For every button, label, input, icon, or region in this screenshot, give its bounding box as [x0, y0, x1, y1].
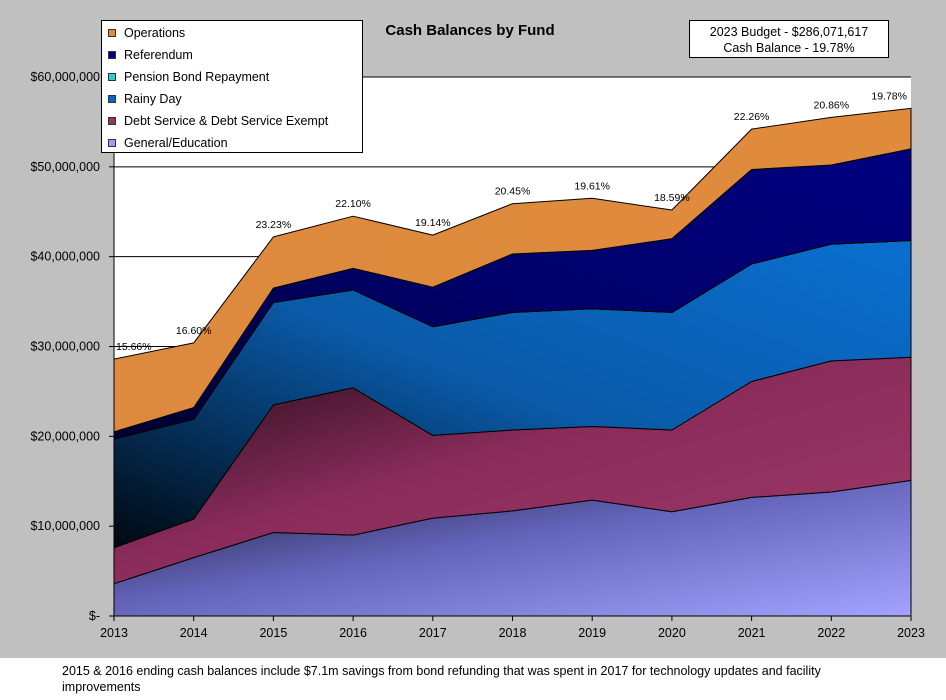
data-label: 19.78%	[871, 90, 907, 102]
legend-swatch	[108, 95, 116, 103]
y-tick-label: $20,000,000	[30, 429, 100, 443]
legend-label: Debt Service & Debt Service Exempt	[124, 114, 329, 128]
chart-title: Cash Balances by Fund	[385, 22, 555, 39]
data-labels: 15.66% 16.60% 23.23% 22.10% 19.14% 20.45% 19.6…	[116, 90, 907, 353]
data-label: 19.61%	[574, 180, 610, 192]
legend-item: Pension Bond Repayment	[108, 67, 362, 89]
area-series	[113, 107, 912, 617]
budget-box: 2023 Budget - $286,071,617 Cash Balance …	[689, 20, 889, 58]
data-label: 22.26%	[734, 111, 770, 123]
y-tick-label: $60,000,000	[30, 70, 100, 84]
data-label: 19.14%	[415, 217, 451, 229]
x-tick-label: 2021	[738, 626, 766, 640]
legend-swatch	[108, 117, 116, 125]
legend-item: General/Education	[108, 133, 362, 155]
legend-label: General/Education	[124, 136, 228, 150]
data-label: 15.66%	[116, 341, 152, 353]
x-tick-label: 2016	[339, 626, 367, 640]
legend-label: Referendum	[124, 48, 193, 62]
cash-balance-line: Cash Balance - 19.78%	[723, 41, 855, 55]
x-tick-label: 2019	[578, 626, 606, 640]
chart-area: $- $10,000,000 $20,000,000 $30,000,000 $40,0…	[30, 70, 924, 640]
legend: Operations Referendum Pension Bond Repayme…	[101, 20, 363, 153]
legend-swatch	[108, 29, 116, 37]
budget-line: 2023 Budget - $286,071,617	[709, 25, 869, 39]
legend-label: Operations	[124, 26, 186, 40]
y-tick-label: $50,000,000	[30, 160, 100, 174]
legend-swatch	[108, 73, 116, 81]
y-tick-label: $-	[89, 609, 100, 623]
legend-swatch	[108, 51, 116, 59]
x-tick-label: 2017	[419, 626, 447, 640]
data-label: 22.10%	[335, 198, 371, 210]
x-tick-label: 2015	[259, 626, 287, 640]
x-tick-label: 2020	[658, 626, 686, 640]
y-tick-label: $30,000,000	[30, 340, 100, 354]
legend-item: Referendum	[108, 45, 362, 67]
x-tick-label: 2022	[817, 626, 845, 640]
axes: $- $10,000,000 $20,000,000 $30,000,000 $40,0…	[30, 70, 924, 640]
legend-item: Debt Service & Debt Service Exempt	[108, 111, 362, 133]
y-tick-label: $40,000,000	[30, 250, 100, 264]
legend-item: Operations	[108, 23, 362, 45]
data-label: 20.45%	[495, 186, 531, 198]
legend-label: Pension Bond Repayment	[124, 70, 270, 84]
legend-item: Rainy Day	[108, 89, 362, 111]
x-tick-label: 2013	[100, 626, 128, 640]
data-label: 18.59%	[654, 192, 690, 204]
x-tick-label: 2018	[499, 626, 527, 640]
data-label: 23.23%	[256, 219, 292, 231]
data-label: 20.86%	[813, 99, 849, 111]
legend-swatch	[108, 139, 116, 147]
area-operations	[113, 107, 912, 433]
footnote: 2015 & 2016 ending cash balances include…	[62, 664, 821, 694]
legend-label: Rainy Day	[124, 92, 182, 106]
data-label: 16.60%	[176, 325, 212, 337]
x-tick-label: 2023	[897, 626, 925, 640]
y-tick-label: $10,000,000	[30, 519, 100, 533]
x-tick-label: 2014	[180, 626, 208, 640]
